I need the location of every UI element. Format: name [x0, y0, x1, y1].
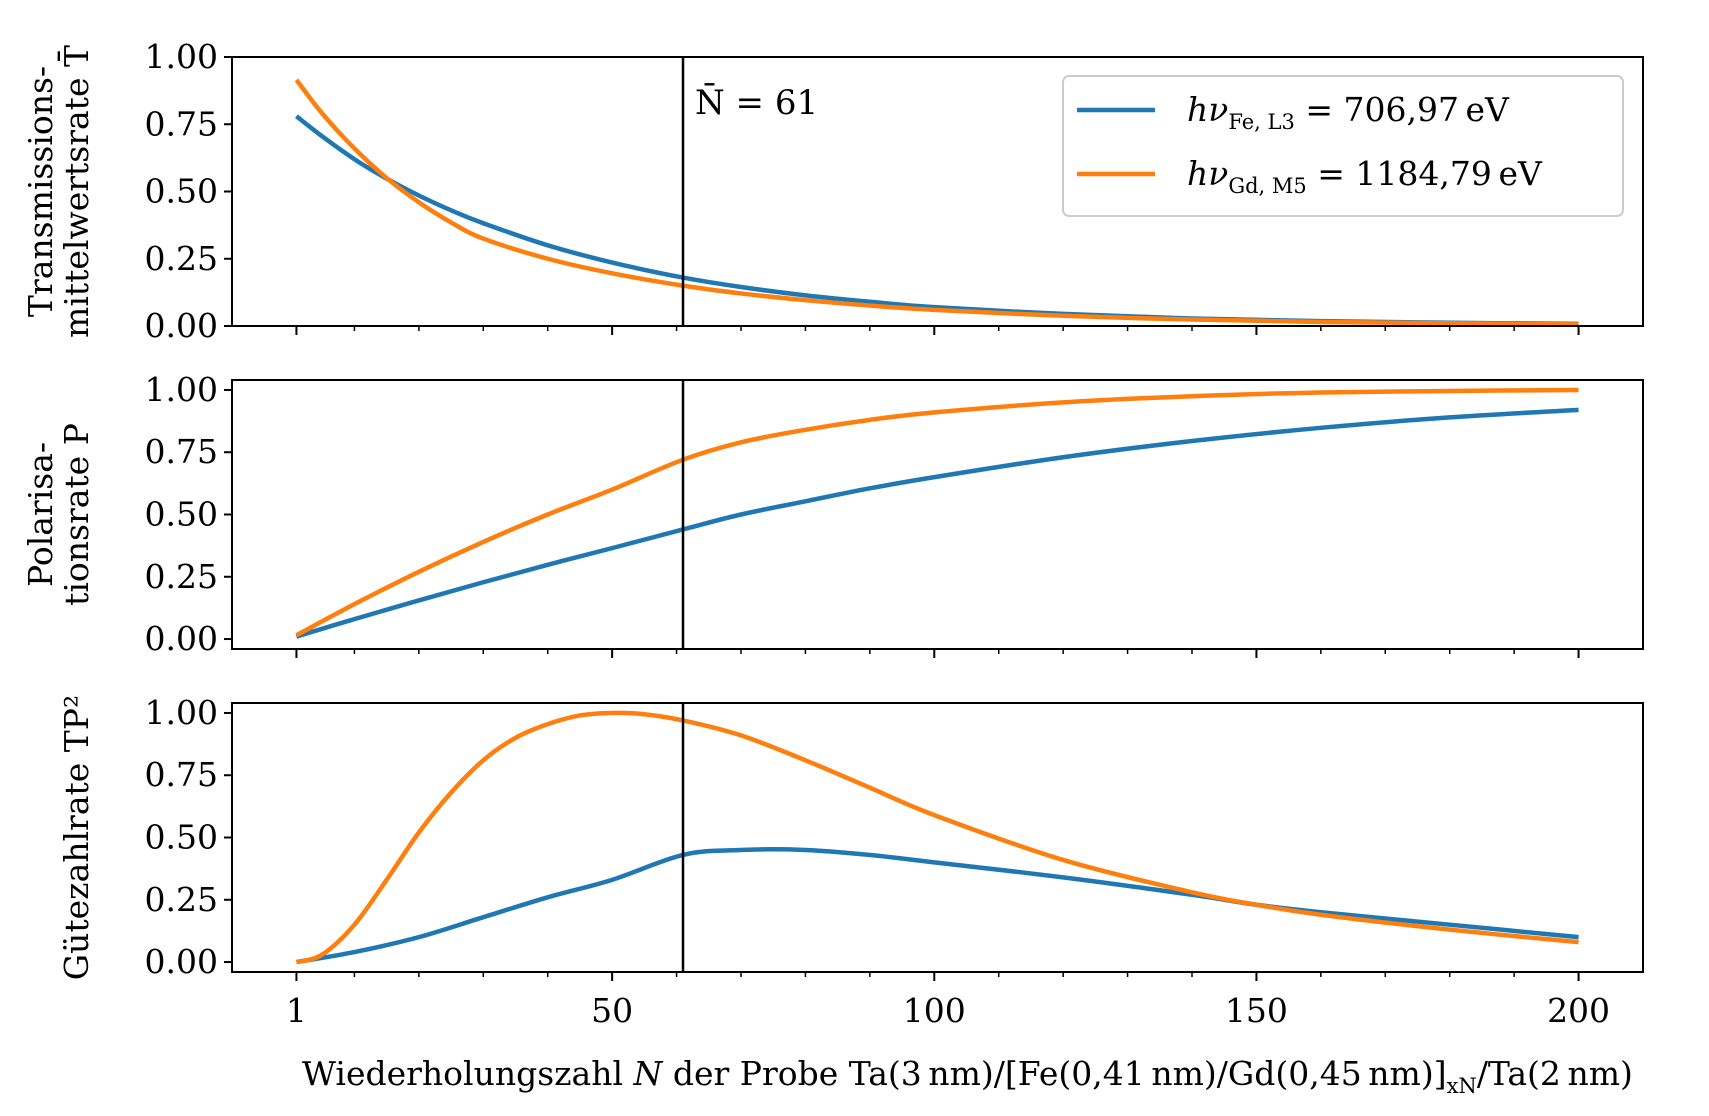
legend-box: [1062, 75, 1624, 217]
x-tick-label: 150: [1225, 991, 1288, 1030]
x-tick-label: 200: [1547, 991, 1610, 1030]
y-tick-label: 1.00: [145, 370, 218, 409]
y-tick-label: 0.25: [145, 880, 218, 919]
panels: 0.00 0.25 0.50 0.75 1.00 Transmissions-mittel…: [21, 37, 1644, 1030]
y-axis-label: Gütezahlrate TP²: [57, 695, 96, 980]
y-tick-label: 0.00: [145, 306, 218, 345]
y-tick-label: 0.00: [145, 619, 218, 658]
legend-entry-fe: hνFe, L3 = 706,97 eV: [1187, 90, 1510, 134]
x-tick-label: 50: [591, 991, 633, 1030]
series-group: [294, 78, 1579, 326]
panel-3: 0.000.250.500.751.001 50 100 150 200Gütezahl…: [57, 693, 1644, 1030]
panel-2: 0.00 0.25 0.50 0.75 1.00 Polarisa-tionsrate P: [21, 370, 1644, 658]
x-tick-label: 1: [286, 991, 307, 1030]
y-tick-label: 0.00: [145, 942, 218, 981]
y-axis-label: tionsrate P: [57, 423, 96, 606]
y-tick-label: 0.75: [145, 432, 218, 471]
plot-frame: [231, 702, 1644, 973]
series-group: [295, 387, 1579, 639]
y-tick-label: 0.50: [145, 495, 218, 534]
series-line-fe: [295, 407, 1579, 639]
y-axis-label: Polarisa-: [21, 442, 60, 587]
plot-frame: [231, 379, 1644, 650]
y-tick-label: 0.75: [145, 755, 218, 794]
x-axis-label: Wiederholungszahl N der Probe Ta(3 nm)/[…: [302, 1054, 1633, 1098]
y-tick-label: 0.50: [145, 818, 218, 857]
series-line-gd: [295, 387, 1579, 638]
y-tick-label: 0.25: [145, 557, 218, 596]
y-tick-label: 0.25: [145, 239, 218, 278]
vline-annotation: N̄ = 61: [695, 82, 818, 123]
y-axis-label: Transmissions-: [21, 66, 60, 317]
plot-frame: [231, 56, 1644, 327]
legend: hνFe, L3 = 706,97 eV hνGd, M5 = 1184,79 e…: [1062, 75, 1624, 217]
x-tick-label: 100: [903, 991, 966, 1030]
series-line-gd: [294, 78, 1579, 326]
y-tick-label: 0.50: [145, 172, 218, 211]
y-tick-label: 0.75: [145, 104, 218, 143]
y-tick-label: 1.00: [145, 693, 218, 732]
y-axis-label: mittelwertsrate T̄: [56, 45, 96, 338]
legend-entry-gd: hνGd, M5 = 1184,79 eV: [1187, 154, 1543, 198]
y-tick-label: 1.00: [145, 37, 218, 76]
panel-1: 0.00 0.25 0.50 0.75 1.00 Transmissions-mittel…: [21, 37, 1644, 345]
